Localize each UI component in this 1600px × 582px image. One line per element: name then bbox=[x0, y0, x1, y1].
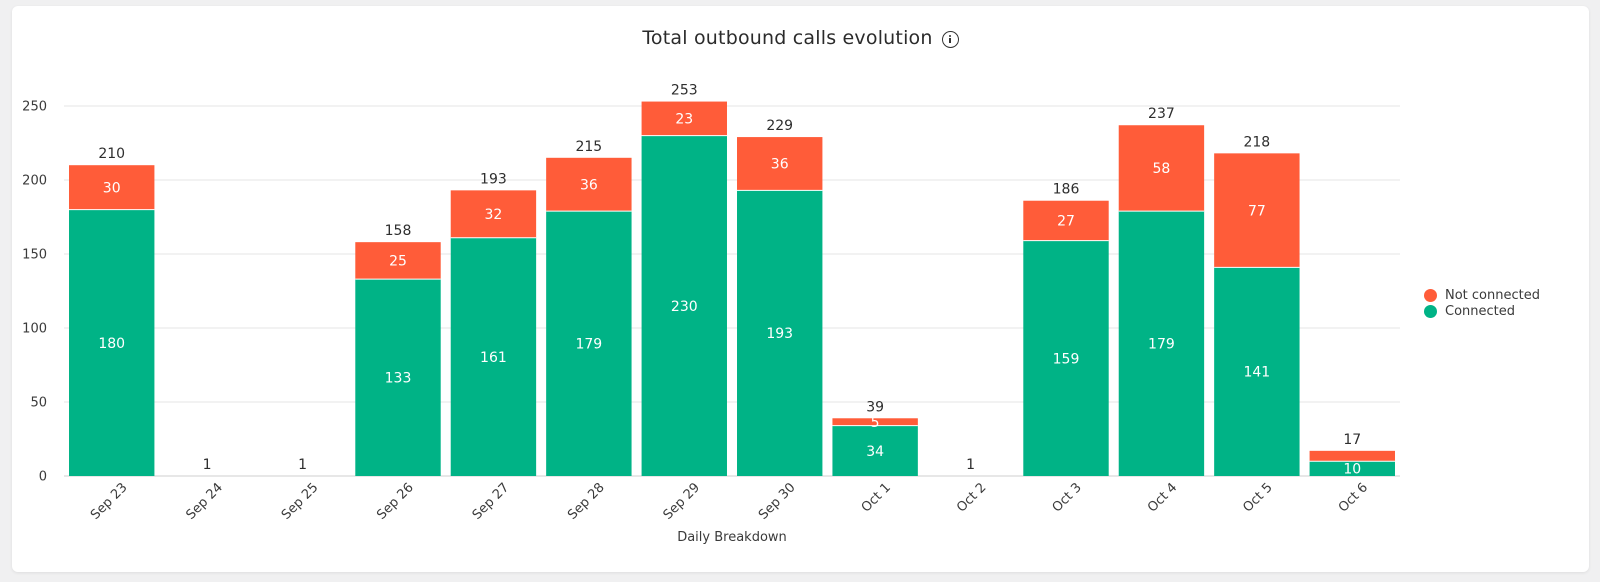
segment-label-connected: 159 bbox=[1053, 351, 1080, 367]
total-label: 218 bbox=[1243, 134, 1270, 150]
segment-label-not-connected: 25 bbox=[389, 254, 407, 270]
segment-label-connected: 230 bbox=[671, 299, 698, 315]
bar-connected[interactable] bbox=[737, 190, 823, 477]
x-tick-label: Sep 23 bbox=[88, 480, 131, 523]
segment-label-not-connected: 27 bbox=[1057, 214, 1075, 230]
y-tick-label: 150 bbox=[22, 248, 47, 263]
segment-label-connected: 161 bbox=[480, 350, 507, 366]
bar-connected[interactable] bbox=[1309, 461, 1395, 476]
chart-header: Total outbound calls evolution bbox=[12, 24, 1589, 52]
segment-label-connected: 133 bbox=[385, 371, 412, 387]
total-label: 1 bbox=[298, 457, 307, 473]
bar-not-connected[interactable] bbox=[1214, 153, 1300, 268]
y-tick-label: 50 bbox=[30, 396, 47, 411]
bars bbox=[69, 101, 1395, 477]
bar-connected[interactable] bbox=[1023, 240, 1109, 476]
segment-label-not-connected: 36 bbox=[580, 177, 598, 193]
legend-label: Connected bbox=[1445, 303, 1516, 319]
total-label: 1 bbox=[203, 457, 212, 473]
bar-connected[interactable] bbox=[1118, 211, 1205, 476]
total-label: 237 bbox=[1148, 106, 1175, 122]
total-label: 210 bbox=[98, 146, 125, 162]
segment-label-not-connected: 23 bbox=[675, 112, 693, 128]
x-tick-label: Sep 24 bbox=[183, 480, 226, 523]
bar-not-connected[interactable] bbox=[546, 157, 632, 212]
legend-item[interactable]: Connected bbox=[1424, 303, 1540, 319]
x-tick-label: Sep 28 bbox=[565, 480, 608, 523]
total-label: 186 bbox=[1053, 182, 1080, 198]
bar-connected[interactable] bbox=[641, 135, 727, 476]
legend-item[interactable]: Not connected bbox=[1424, 287, 1540, 303]
x-tick-label: Oct 5 bbox=[1240, 480, 1275, 515]
bar-connected[interactable] bbox=[546, 211, 632, 476]
x-axis-label: Daily Breakdown bbox=[677, 530, 787, 545]
x-tick-label: Sep 26 bbox=[374, 480, 417, 523]
total-label: 39 bbox=[866, 399, 884, 415]
total-label: 215 bbox=[575, 139, 602, 155]
segment-label-connected: 180 bbox=[98, 336, 125, 352]
segment-label-not-connected: 36 bbox=[771, 157, 789, 173]
segment-label-connected: 34 bbox=[866, 444, 884, 460]
bar-connected[interactable] bbox=[1214, 267, 1300, 476]
x-tick-label: Oct 4 bbox=[1145, 480, 1180, 515]
x-tick-label: Oct 6 bbox=[1336, 480, 1371, 515]
legend-swatch bbox=[1424, 304, 1437, 318]
total-label: 1 bbox=[966, 457, 975, 473]
segment-label-not-connected: 32 bbox=[485, 207, 503, 223]
segment-label-connected: 193 bbox=[766, 326, 793, 342]
total-label: 17 bbox=[1343, 432, 1361, 448]
legend-label: Not connected bbox=[1445, 287, 1540, 303]
segment-label-not-connected: 5 bbox=[871, 415, 880, 431]
chart-title: Total outbound calls evolution bbox=[642, 27, 933, 49]
bar-not-connected[interactable] bbox=[355, 242, 441, 280]
segment-label-not-connected: 77 bbox=[1248, 203, 1266, 219]
x-axis: Sep 23 Sep 24 Sep 25 Sep 26 Sep 27 Sep 28 Sep … bbox=[88, 480, 1371, 523]
bar-connected[interactable] bbox=[69, 209, 155, 476]
x-tick-label: Sep 30 bbox=[756, 480, 799, 523]
y-axis: 0 50 100 150 200 250 bbox=[22, 100, 47, 485]
x-tick-label: Sep 25 bbox=[279, 480, 322, 523]
info-icon[interactable] bbox=[941, 30, 959, 48]
legend-swatch bbox=[1424, 288, 1437, 302]
legend: Not connected Connected bbox=[1424, 287, 1540, 319]
x-tick-label: Sep 29 bbox=[661, 480, 704, 523]
bar-not-connected[interactable] bbox=[1309, 450, 1395, 462]
segment-label-connected: 10 bbox=[1343, 462, 1361, 478]
bar-connected[interactable] bbox=[450, 237, 537, 476]
total-label: 193 bbox=[480, 171, 507, 187]
x-tick-label: Oct 3 bbox=[1050, 480, 1085, 515]
segment-label-connected: 179 bbox=[575, 337, 602, 353]
bar-not-connected[interactable] bbox=[69, 165, 155, 210]
bar-not-connected[interactable] bbox=[1023, 200, 1109, 241]
bar-not-connected[interactable] bbox=[641, 101, 727, 136]
y-tick-label: 100 bbox=[22, 322, 47, 337]
x-tick-label: Oct 1 bbox=[859, 480, 894, 515]
bar-not-connected[interactable] bbox=[450, 190, 537, 238]
x-tick-label: Sep 27 bbox=[470, 480, 513, 523]
segment-label-connected: 141 bbox=[1243, 365, 1270, 381]
y-tick-label: 250 bbox=[22, 100, 47, 115]
bar-connected[interactable] bbox=[832, 425, 918, 476]
total-label: 229 bbox=[766, 118, 793, 134]
total-label: 158 bbox=[385, 223, 412, 239]
segment-label-connected: 179 bbox=[1148, 337, 1175, 353]
segment-label-not-connected: 58 bbox=[1153, 161, 1171, 177]
bar-not-connected[interactable] bbox=[737, 137, 823, 191]
y-tick-label: 200 bbox=[22, 174, 47, 189]
bar-not-connected[interactable] bbox=[1118, 125, 1205, 212]
total-label: 253 bbox=[671, 83, 698, 99]
bar-not-connected[interactable] bbox=[832, 418, 918, 426]
segment-label-not-connected: 30 bbox=[103, 180, 121, 196]
y-tick-label: 0 bbox=[39, 470, 47, 485]
bar-connected[interactable] bbox=[355, 279, 441, 476]
x-tick-label: Oct 2 bbox=[954, 480, 989, 515]
